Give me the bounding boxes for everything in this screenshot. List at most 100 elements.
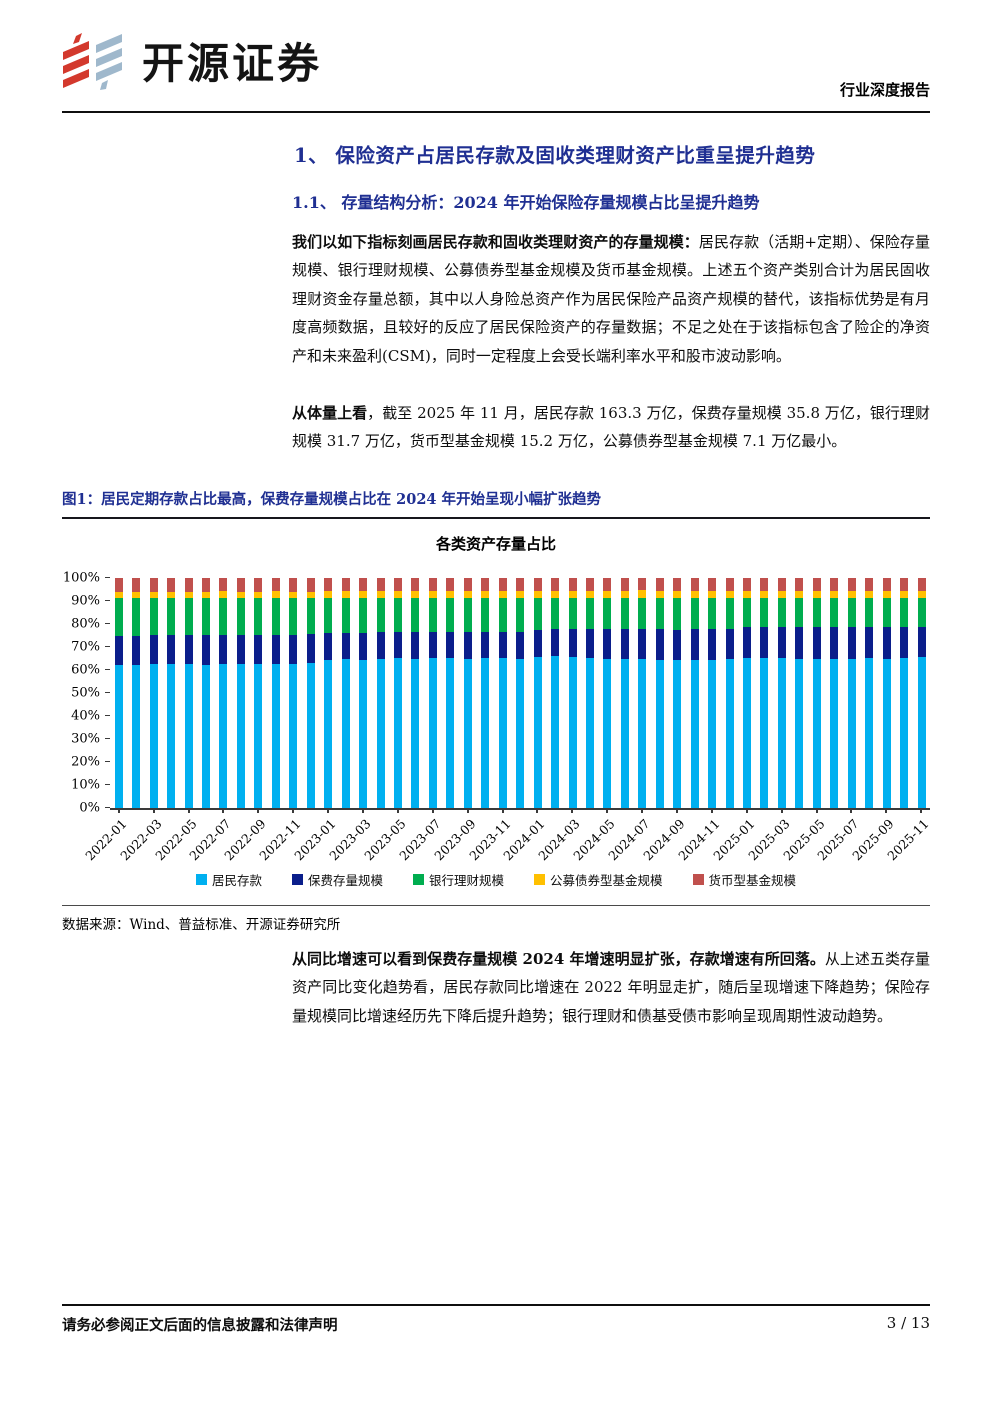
bar-segment <box>812 627 821 659</box>
bar-segment <box>376 591 385 598</box>
bar-segment <box>760 627 769 658</box>
bar-segment <box>533 629 542 657</box>
legend-item: 居民存款 <box>195 870 262 889</box>
bar-2023-02 <box>337 578 354 808</box>
bar-2022-12 <box>302 578 319 808</box>
bar-segment <box>777 627 786 659</box>
bar-segment <box>201 578 210 592</box>
bar-segment <box>638 590 647 598</box>
bar-segment <box>725 629 734 660</box>
bar-segment <box>446 631 455 659</box>
bar-segment <box>446 658 455 808</box>
x-tick-mark <box>850 808 853 813</box>
x-tick-mark <box>815 808 818 813</box>
bar-segment <box>795 578 804 591</box>
y-tick-label: 100% <box>62 570 100 586</box>
bar-2022-09 <box>250 578 267 808</box>
bar-segment <box>551 578 560 591</box>
bar-segment <box>638 578 647 591</box>
bar-segment <box>236 634 245 665</box>
section-heading: 1、 保险资产占居民存款及固收类理财资产比重呈提升趋势 <box>294 144 816 167</box>
bar-2022-08 <box>232 578 249 808</box>
plot-area <box>105 576 930 810</box>
bar-segment <box>498 590 507 598</box>
bar-segment <box>516 632 525 659</box>
bar-segment <box>655 629 664 660</box>
bar-segment <box>341 578 350 592</box>
bar-segment <box>900 626 909 658</box>
bar-segment <box>655 578 664 591</box>
paragraph-text: ，截至 2025 年 11 月，居民存款 163.3 万亿，保费存量规模 35.… <box>292 404 930 451</box>
bar-2023-12 <box>511 578 528 808</box>
bar-segment <box>184 635 193 665</box>
bar-segment <box>184 664 193 808</box>
bar-segment <box>551 656 560 808</box>
bar-segment <box>795 627 804 659</box>
bar-segment <box>516 658 525 808</box>
doc-type-label: 行业深度报告 <box>839 81 930 99</box>
bar-segment <box>638 659 647 808</box>
bar-segment <box>551 629 560 657</box>
bar-segment <box>708 597 717 630</box>
bar-segment <box>638 597 647 630</box>
bar-segment <box>847 597 856 628</box>
bar-2023-05 <box>389 578 406 808</box>
bar-segment <box>760 597 769 628</box>
bar-2024-03 <box>564 578 581 808</box>
bar-segment <box>201 591 210 598</box>
bar-segment <box>568 629 577 658</box>
x-tick-mark <box>257 808 260 813</box>
bar-segment <box>167 591 176 598</box>
bar-segment <box>411 632 420 659</box>
bar-segment <box>411 597 420 633</box>
bar-segment <box>132 591 141 598</box>
x-tick-mark <box>780 808 783 813</box>
bar-segment <box>743 597 752 628</box>
bar-segment <box>341 659 350 808</box>
bar-segment <box>167 634 176 664</box>
bar-segment <box>917 657 926 808</box>
bar-segment <box>254 664 263 808</box>
bar-segment <box>289 597 298 635</box>
subsection-heading: 1.1、 存量结构分析：2024 年开始保险存量规模占比呈提升趋势 <box>292 193 760 212</box>
legend-swatch <box>195 874 207 885</box>
bar-segment <box>271 578 280 592</box>
bar-segment <box>359 659 368 808</box>
bar-segment <box>359 591 368 598</box>
bar-segment <box>481 590 490 598</box>
bar-segment <box>882 597 891 627</box>
stacked-bar-chart: 0% 10% 20% 30% 40% 50% 60% 70% 80% 90% 100% <box>62 571 930 816</box>
bar-segment <box>306 597 315 635</box>
y-tick-label: 60% <box>71 662 100 678</box>
bar-segment <box>498 631 507 659</box>
bar-segment <box>481 631 490 658</box>
x-axis-labels: 2022-01 2022-03 2022-05 2022-07 2022-09 2022-… <box>82 808 932 866</box>
x-tick-mark <box>676 808 679 813</box>
brand-name: 开源证券 <box>142 39 323 88</box>
bar-segment <box>795 590 804 598</box>
bar-segment <box>673 629 682 661</box>
bar-2024-12 <box>721 578 738 808</box>
figure-bottom-rule <box>62 905 930 906</box>
x-tick-mark <box>396 808 399 813</box>
bar-segment <box>638 629 647 660</box>
bar-segment <box>917 591 926 598</box>
bar-segment <box>812 590 821 598</box>
bar-segment <box>812 578 821 591</box>
x-tick-mark <box>466 808 469 813</box>
bar-segment <box>900 657 909 808</box>
paragraph-lead-bold: 从体量上看 <box>292 404 368 422</box>
bar-segment <box>376 632 385 659</box>
bar-segment <box>533 578 542 591</box>
bar-segment <box>254 597 263 636</box>
bar-2023-11 <box>494 578 511 808</box>
bar-2025-05 <box>808 578 825 808</box>
paragraph-volume: 从体量上看，截至 2025 年 11 月，居民存款 163.3 万亿，保费存量规… <box>292 399 930 456</box>
bar-segment <box>393 597 402 632</box>
bar-segment <box>743 578 752 591</box>
bar-segment <box>551 597 560 630</box>
bar-segment <box>900 578 909 592</box>
bar-segment <box>847 590 856 598</box>
paragraph-lead-bold: 从同比增速可以看到保费存量规模 2024 年增速明显扩张，存款增速有所回落。 <box>292 950 825 968</box>
bar-segment <box>446 578 455 591</box>
